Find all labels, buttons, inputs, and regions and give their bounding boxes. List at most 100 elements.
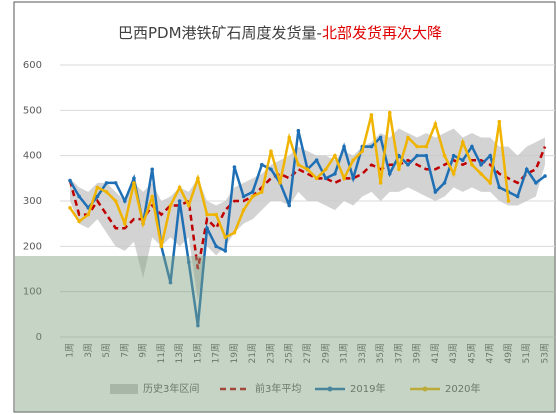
point xyxy=(296,162,301,167)
x-tick-label: 23周 xyxy=(265,343,276,363)
x-tick-label: 1周 xyxy=(65,343,76,358)
point xyxy=(141,221,145,226)
point xyxy=(397,167,401,172)
point xyxy=(123,221,127,226)
point xyxy=(305,167,310,172)
title-highlight: 北部发货再次大降 xyxy=(322,24,442,42)
point xyxy=(232,165,237,169)
point xyxy=(214,212,218,217)
point xyxy=(205,226,209,230)
x-tick-label: 31周 xyxy=(339,343,350,363)
x-tick-label: 19周 xyxy=(229,343,240,363)
x-tick-label: 49周 xyxy=(503,343,514,363)
point xyxy=(104,190,109,194)
point xyxy=(132,181,136,185)
point xyxy=(68,178,72,183)
point xyxy=(86,212,91,217)
x-tick-label: 15周 xyxy=(192,343,203,363)
point xyxy=(196,176,200,181)
point xyxy=(378,135,383,140)
point xyxy=(323,167,328,172)
x-tick-label: 7周 xyxy=(119,343,130,358)
point xyxy=(406,135,410,140)
point xyxy=(497,185,502,190)
point xyxy=(479,162,483,167)
point xyxy=(369,113,374,117)
point xyxy=(488,181,492,185)
x-tick-label: 21周 xyxy=(247,343,258,363)
point xyxy=(515,194,520,199)
point xyxy=(150,194,155,199)
point xyxy=(296,128,301,133)
series-line xyxy=(68,146,547,270)
point xyxy=(342,144,346,149)
x-tick-label: 47周 xyxy=(485,343,496,363)
point xyxy=(132,176,136,181)
point xyxy=(223,235,228,240)
point xyxy=(168,280,173,285)
y-tick-label: 200 xyxy=(23,241,42,252)
point xyxy=(260,190,264,194)
point xyxy=(159,244,164,249)
point xyxy=(442,181,447,185)
point xyxy=(150,167,155,172)
point xyxy=(460,140,465,144)
point xyxy=(186,260,191,265)
x-tick-label: 29周 xyxy=(320,343,331,363)
point xyxy=(460,158,465,162)
chart-title: 巴西PDM港铁矿石周度发货量-北部发货再次大降 xyxy=(118,24,442,42)
point xyxy=(323,176,328,181)
point xyxy=(196,323,200,328)
x-tick-label: 37周 xyxy=(393,343,404,363)
point xyxy=(442,153,447,158)
point xyxy=(470,162,474,167)
x-tick-label: 45周 xyxy=(466,343,477,363)
point xyxy=(333,172,337,176)
legend-label: 2019年 xyxy=(350,382,385,395)
range-band xyxy=(70,128,545,301)
point xyxy=(342,176,346,181)
point xyxy=(232,230,237,235)
point xyxy=(488,153,492,158)
x-tick-label: 51周 xyxy=(521,343,532,363)
point xyxy=(351,176,355,181)
point xyxy=(260,162,264,167)
legend-label: 2020年 xyxy=(445,382,480,395)
overlay xyxy=(15,256,555,412)
point xyxy=(333,153,337,158)
point xyxy=(506,199,511,203)
title-main: 巴西PDM港铁矿石周度发货量- xyxy=(118,24,322,42)
point xyxy=(451,172,456,176)
point xyxy=(378,181,383,185)
legend-label: 前3年平均 xyxy=(255,382,301,395)
point xyxy=(351,158,355,162)
point xyxy=(369,144,374,149)
legend-marker xyxy=(327,386,333,392)
legend-swatch xyxy=(110,384,138,394)
point xyxy=(186,203,191,208)
y-tick-label: 0 xyxy=(36,332,42,343)
x-tick-label: 27周 xyxy=(302,343,313,363)
point xyxy=(77,219,81,224)
legend-marker xyxy=(422,386,428,392)
point xyxy=(269,167,273,172)
legend-label: 历史3年区间 xyxy=(143,382,199,395)
point xyxy=(278,181,282,185)
point xyxy=(113,181,118,185)
point xyxy=(497,119,502,124)
point xyxy=(524,167,529,172)
point xyxy=(250,194,255,199)
point xyxy=(269,149,273,153)
point xyxy=(415,144,419,149)
x-tick-label: 39周 xyxy=(412,343,423,363)
point xyxy=(214,244,218,249)
point xyxy=(250,190,255,194)
point xyxy=(68,206,72,210)
point xyxy=(543,174,547,178)
point xyxy=(406,162,410,167)
point xyxy=(104,181,109,185)
x-tick-label: 53周 xyxy=(540,343,551,363)
point xyxy=(479,172,483,176)
point xyxy=(95,185,100,190)
